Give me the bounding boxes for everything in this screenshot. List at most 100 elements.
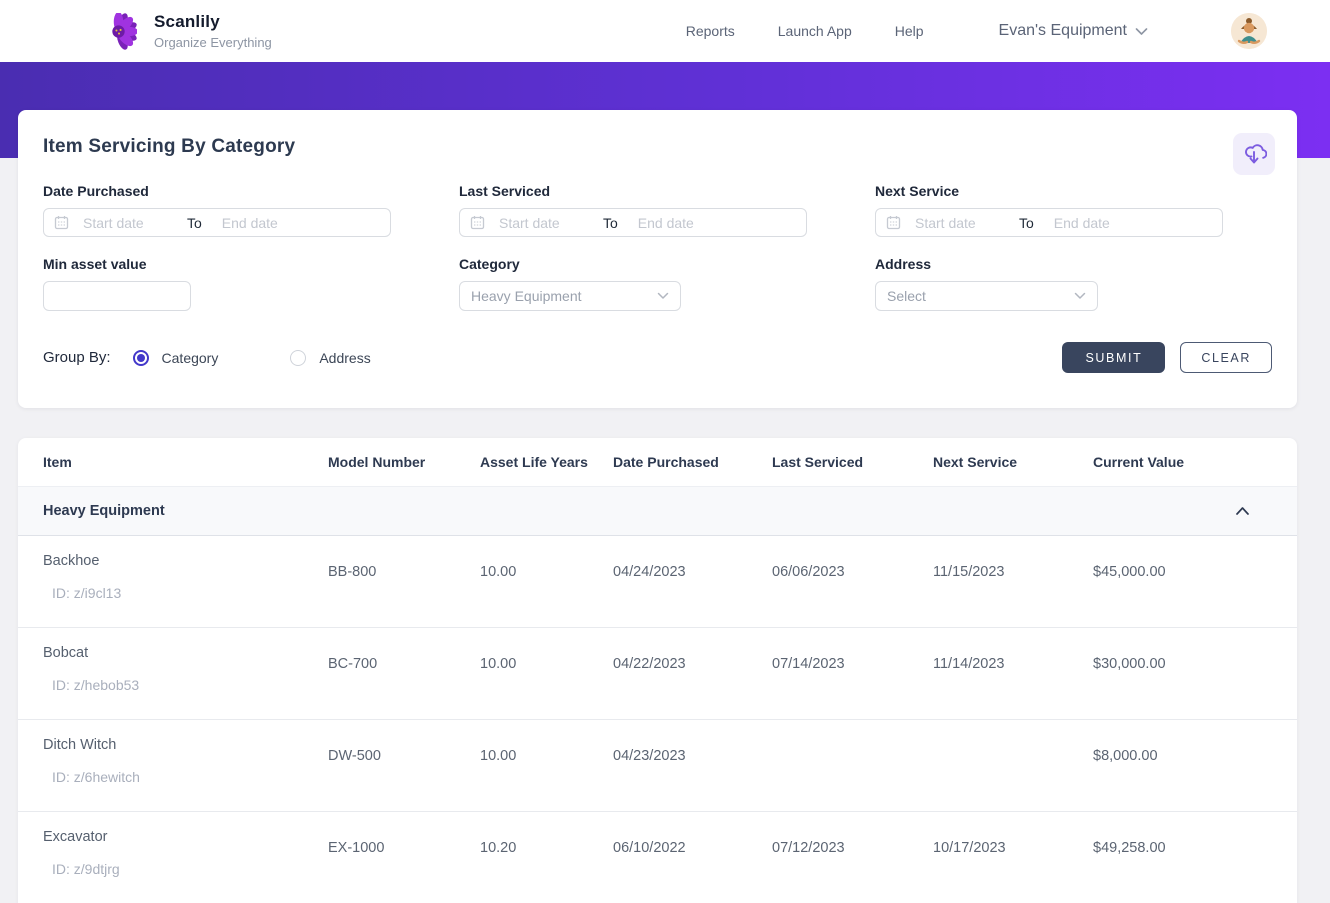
table-row[interactable]: Ditch Witch ID: z/6hewitch DW-500 10.00 … xyxy=(18,720,1297,812)
item-cell: Excavator ID: z/9dtjrg xyxy=(43,812,328,903)
address-select-placeholder: Select xyxy=(887,288,926,304)
filter-last-serviced: Last Serviced To xyxy=(459,183,807,237)
last-serviced-start-input[interactable] xyxy=(485,214,597,231)
field-label: Category xyxy=(459,256,520,272)
collapse-group-button[interactable] xyxy=(1231,500,1254,523)
group-header-row[interactable]: Heavy Equipment xyxy=(18,487,1297,536)
avatar-illustration-icon xyxy=(1231,13,1267,49)
top-navigation-bar: Scanlily Organize Everything Reports Lau… xyxy=(0,0,1330,62)
next-service-range-picker[interactable]: To xyxy=(875,208,1223,237)
next-service-start-input[interactable] xyxy=(901,214,1013,231)
calendar-icon xyxy=(54,216,69,230)
asset-life-cell: 10.00 xyxy=(480,564,517,580)
chevron-up-icon xyxy=(1236,506,1249,515)
date-purchased-cell: 06/10/2022 xyxy=(613,840,686,856)
item-name: Backhoe xyxy=(43,553,100,569)
item-id: ID: z/9dtjrg xyxy=(52,861,120,877)
next-service-cell: 11/15/2023 xyxy=(933,564,1005,580)
next-service-end-input[interactable] xyxy=(1039,214,1152,231)
group-name: Heavy Equipment xyxy=(43,503,165,519)
filter-address: Address Select xyxy=(875,256,1223,311)
field-label: Last Serviced xyxy=(459,183,551,199)
last-serviced-end-input[interactable] xyxy=(623,214,736,231)
min-asset-value-input[interactable] xyxy=(43,281,191,311)
item-id: ID: z/i9cl13 xyxy=(52,585,122,601)
item-id: ID: z/hebob53 xyxy=(52,677,140,693)
filter-category: Category Heavy Equipment xyxy=(459,256,807,311)
table-row[interactable]: Bobcat ID: z/hebob53 BC-700 10.00 04/22/… xyxy=(18,628,1297,720)
group-by-option-category[interactable]: Category xyxy=(132,349,219,366)
date-purchased-range-picker[interactable]: To xyxy=(43,208,391,237)
filter-card: Item Servicing By Category Date Purchase… xyxy=(18,110,1297,408)
group-by-label: Group By: xyxy=(43,349,111,366)
asset-life-cell: 10.20 xyxy=(480,840,517,856)
user-avatar[interactable] xyxy=(1231,13,1267,49)
calendar-icon xyxy=(470,216,485,230)
radio-label: Category xyxy=(161,349,219,366)
date-purchased-cell: 04/23/2023 xyxy=(613,748,686,764)
model-number-cell: DW-500 xyxy=(328,748,381,764)
last-serviced-cell: 06/06/2023 xyxy=(772,564,845,580)
model-number-cell: BC-700 xyxy=(328,656,378,672)
group-by-row: Group By: Category Address SUBMIT CLEAR xyxy=(43,342,1272,373)
range-separator: To xyxy=(1019,214,1034,231)
date-purchased-cell: 04/22/2023 xyxy=(613,656,686,672)
column-header-model-number: Model Number xyxy=(328,454,426,470)
brand[interactable]: Scanlily Organize Everything xyxy=(100,12,272,50)
table-header-row: Item Model Number Asset Life Years Date … xyxy=(18,438,1297,487)
item-name: Ditch Witch xyxy=(43,737,117,753)
field-label: Date Purchased xyxy=(43,183,149,199)
item-cell: Bobcat ID: z/hebob53 xyxy=(43,628,328,719)
download-report-button[interactable] xyxy=(1233,133,1275,175)
date-purchased-start-input[interactable] xyxy=(69,214,181,231)
date-purchased-end-input[interactable] xyxy=(207,214,320,231)
clear-button[interactable]: CLEAR xyxy=(1180,342,1272,373)
model-number-cell: EX-1000 xyxy=(328,840,385,856)
current-value-cell: $8,000.00 xyxy=(1093,748,1158,764)
filter-actions: SUBMIT CLEAR xyxy=(1062,342,1272,373)
item-name: Bobcat xyxy=(43,645,89,661)
scanlily-flower-logo-icon xyxy=(112,12,137,50)
field-label: Address xyxy=(875,256,932,272)
range-separator: To xyxy=(187,214,202,231)
category-select-value: Heavy Equipment xyxy=(471,288,582,304)
column-header-current-value: Current Value xyxy=(1093,454,1185,470)
current-value-cell: $30,000.00 xyxy=(1093,656,1166,672)
table-row[interactable]: Backhoe ID: z/i9cl13 BB-800 10.00 04/24/… xyxy=(18,536,1297,628)
radio-label: Address xyxy=(319,349,371,366)
nav-link-reports[interactable]: Reports xyxy=(685,23,735,39)
chevron-down-icon xyxy=(1074,292,1086,299)
brand-name: Scanlily xyxy=(154,12,220,31)
brand-tagline: Organize Everything xyxy=(154,35,272,50)
column-header-next-service: Next Service xyxy=(933,454,1018,470)
chevron-down-icon xyxy=(657,292,669,299)
filter-date-purchased: Date Purchased To xyxy=(43,183,391,237)
asset-life-cell: 10.00 xyxy=(480,748,517,764)
filters-grid: Date Purchased To Last Serviced xyxy=(43,183,1272,311)
account-menu[interactable]: Evan's Equipment xyxy=(999,22,1148,40)
asset-life-cell: 10.00 xyxy=(480,656,517,672)
column-header-item: Item xyxy=(43,454,72,470)
main-nav: Reports Launch App Help Evan's Equipment xyxy=(686,13,1267,49)
next-service-cell xyxy=(933,720,1093,811)
nav-link-help[interactable]: Help xyxy=(894,23,924,39)
last-serviced-cell xyxy=(772,720,933,811)
radio-unselected-icon[interactable] xyxy=(290,349,307,366)
cloud-download-icon xyxy=(1245,144,1267,164)
item-name: Excavator xyxy=(43,829,108,845)
item-id: ID: z/6hewitch xyxy=(52,769,140,785)
field-label: Next Service xyxy=(875,183,960,199)
table-row[interactable]: Excavator ID: z/9dtjrg EX-1000 10.20 06/… xyxy=(18,812,1297,903)
filter-next-service: Next Service To xyxy=(875,183,1223,237)
page-title: Item Servicing By Category xyxy=(43,136,296,157)
next-service-cell: 10/17/2023 xyxy=(933,840,1006,856)
nav-link-launch-app[interactable]: Launch App xyxy=(777,23,852,39)
submit-button[interactable]: SUBMIT xyxy=(1062,342,1166,373)
address-select[interactable]: Select xyxy=(875,281,1098,311)
last-serviced-range-picker[interactable]: To xyxy=(459,208,807,237)
chevron-down-icon xyxy=(1135,27,1148,35)
radio-selected-icon[interactable] xyxy=(132,349,149,366)
category-select[interactable]: Heavy Equipment xyxy=(459,281,681,311)
brand-text: Scanlily Organize Everything xyxy=(154,12,272,50)
group-by-option-address[interactable]: Address xyxy=(290,349,371,366)
